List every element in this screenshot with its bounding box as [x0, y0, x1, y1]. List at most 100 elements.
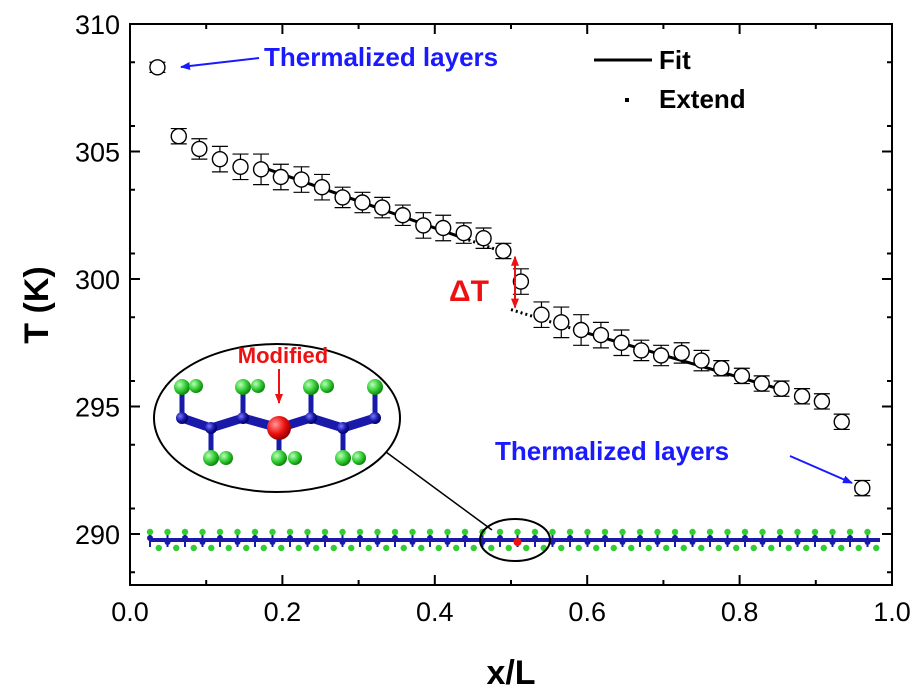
chain-atom-green — [531, 528, 539, 536]
chain-atom-green — [251, 528, 259, 536]
chain-atom-green — [601, 528, 609, 536]
chain-atom-blue — [182, 535, 188, 541]
chain-atom-green — [671, 528, 679, 536]
inset-atom-blue — [205, 422, 217, 434]
chain-atom-modified — [513, 538, 522, 546]
thermalized-bottom-label: Thermalized layers — [495, 436, 729, 466]
data-point — [613, 329, 630, 357]
data-point — [232, 153, 249, 181]
chain-atom-green — [680, 544, 687, 552]
chain-atom-green — [514, 528, 521, 536]
x-tick-label: 0.0 — [111, 597, 149, 627]
point-marker — [475, 229, 492, 247]
point-marker — [553, 314, 570, 331]
chain-atom-green — [208, 544, 215, 552]
chain-atom-blue — [549, 539, 556, 545]
chain-atom-green — [356, 528, 364, 536]
chain-atom-green — [374, 528, 381, 536]
point-marker — [394, 207, 411, 224]
data-point — [854, 479, 871, 497]
data-point — [374, 196, 391, 219]
inset-atom-green — [174, 379, 190, 395]
data-point — [394, 204, 411, 227]
chain-atom-green — [225, 544, 232, 552]
chain-atom-green — [426, 528, 434, 536]
data-point — [753, 375, 770, 392]
point-marker — [415, 217, 432, 234]
point-marker — [673, 344, 690, 362]
data-point — [252, 153, 270, 186]
x-tick-label: 0.6 — [568, 597, 606, 627]
chain-atom-blue — [619, 539, 626, 545]
chain-atom-green — [575, 544, 582, 552]
data-point — [272, 163, 290, 191]
chain-atom-green — [768, 544, 775, 552]
legend: Fit Extend — [594, 45, 746, 114]
chain-atom-green — [558, 544, 565, 552]
chain-atom-green — [260, 544, 267, 552]
chain-atom-green — [636, 528, 644, 536]
chain-atom-blue — [864, 539, 871, 545]
modified-label: Modified — [238, 343, 328, 368]
chain-atom-green — [313, 544, 320, 552]
point-marker — [334, 189, 351, 206]
delta-t-label: ΔT — [449, 275, 489, 308]
chain-atom-green — [698, 544, 705, 552]
point-marker — [533, 306, 550, 323]
chain-atom-green — [391, 528, 399, 536]
chain-atom-blue — [829, 539, 836, 545]
chain-atom-blue — [707, 535, 713, 541]
chain-atom-green — [365, 544, 372, 552]
chain-atom-green — [199, 528, 206, 536]
chain-atom-blue — [532, 535, 538, 541]
point-marker — [854, 479, 871, 497]
point-marker — [232, 158, 249, 176]
chain-atom-green — [234, 528, 241, 536]
chain-atom-blue — [654, 539, 661, 545]
y-axis-title: T (K) — [18, 266, 56, 343]
chain-atom-green — [610, 544, 617, 552]
chain-atom-green — [549, 528, 556, 536]
point-marker — [833, 413, 850, 430]
chain-atom-green — [811, 528, 819, 536]
chain-atom-green — [400, 544, 407, 552]
chain-atom-green — [689, 528, 696, 536]
point-marker — [733, 367, 751, 385]
point-marker — [753, 375, 770, 392]
chain-atom-blue — [322, 535, 328, 541]
data-point — [773, 380, 790, 397]
chain-atom-green — [566, 528, 574, 536]
chain-atom-green — [295, 544, 302, 552]
chain-atom-blue — [409, 539, 416, 545]
thermalized-top-arrow — [180, 57, 260, 70]
chain-atom-blue — [357, 535, 363, 541]
inset-atoms — [174, 379, 383, 466]
chain-atom-green — [829, 528, 836, 536]
point-marker — [455, 224, 472, 242]
chain-atom-green — [873, 544, 880, 552]
chain-atom-green — [706, 528, 714, 536]
chain-atom-green — [348, 544, 355, 552]
point-marker — [272, 168, 290, 186]
point-marker — [313, 178, 331, 196]
chain-atom-blue — [724, 539, 731, 545]
data-point — [713, 360, 730, 377]
data-point — [475, 227, 492, 249]
chain-atom-blue — [427, 535, 433, 541]
chain-atom-blue — [234, 539, 241, 545]
y-tick-label: 290 — [75, 520, 120, 550]
chain-atom-green — [321, 528, 329, 536]
data-point — [592, 321, 610, 349]
chain-atom-green — [619, 528, 626, 536]
chain-atom-blue — [497, 535, 503, 541]
inset-atom-green — [288, 451, 302, 465]
point-marker — [434, 219, 452, 237]
data-point — [833, 413, 850, 431]
chain-atom-blue — [374, 539, 381, 545]
inset-atom-blue — [305, 412, 317, 424]
chain-atom-green — [864, 528, 871, 536]
point-marker — [813, 393, 831, 410]
inset-zoom: Modified — [153, 343, 401, 493]
point-marker — [652, 347, 670, 364]
point-marker — [374, 199, 391, 216]
